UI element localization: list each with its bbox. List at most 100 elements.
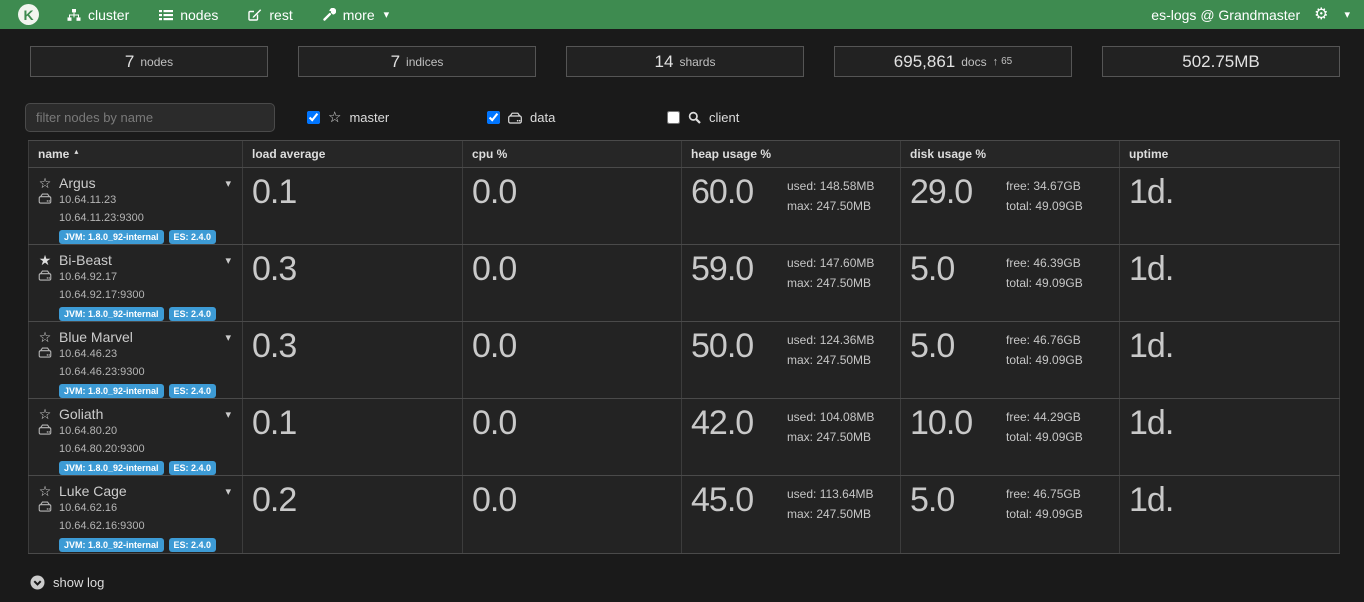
node-name[interactable]: Bi-Beast (59, 252, 112, 268)
disk-cell: 5.0 free: 46.39GB total: 49.09GB (901, 245, 1120, 321)
master-star-icon: ★ (38, 252, 52, 268)
node-name[interactable]: Luke Cage (59, 483, 127, 499)
settings-caret-icon[interactable]: ▾ (1344, 9, 1350, 21)
cpu-value: 0.0 (472, 250, 517, 288)
stat-docs: 695,861 docs ↑ 65 (834, 46, 1072, 77)
column-header-name[interactable]: name ▴ (28, 141, 243, 167)
uptime-value: 1d. (1129, 173, 1174, 211)
gear-icon[interactable]: ⚙ (1314, 5, 1329, 23)
heap-used: used: 124.36MB (787, 333, 875, 347)
client-label: client (709, 110, 740, 125)
load-value: 0.3 (252, 250, 297, 288)
node-filter-input[interactable] (25, 103, 275, 132)
load-cell: 0.3 (243, 322, 463, 398)
es-version-badge: ES: 2.4.0 (168, 230, 217, 244)
column-header-uptime[interactable]: uptime (1120, 141, 1340, 167)
navbar: K cluster nodes rest more ▾ (0, 0, 1364, 29)
node-menu-caret-icon[interactable]: ▾ (225, 408, 231, 421)
brand-letter: K (23, 6, 34, 23)
master-star-icon: ☆ (38, 329, 52, 345)
stat-indices: 7 indices (298, 46, 536, 77)
node-menu-caret-icon[interactable]: ▾ (225, 331, 231, 344)
client-checkbox[interactable] (667, 111, 680, 124)
header-heap-label: heap usage % (691, 147, 772, 161)
stat-indices-label: indices (406, 54, 444, 69)
table-row-blue-marvel: ☆ Blue Marvel ▾ 10.64.46.23 10.64.46.23:… (28, 322, 1340, 399)
stat-docs-value: 695,861 (893, 51, 956, 71)
hdd-icon (38, 501, 52, 515)
node-transport-address: 10.64.80.20:9300 (59, 443, 145, 455)
column-header-disk[interactable]: disk usage % (901, 141, 1120, 167)
node-name[interactable]: Goliath (59, 406, 104, 422)
disk-free: free: 44.29GB (1006, 410, 1081, 424)
table-row-argus: ☆ Argus ▾ 10.64.11.23 10.64.11.23:9300 J… (28, 168, 1340, 245)
disk-free: free: 46.39GB (1006, 256, 1081, 270)
heap-used: used: 147.60MB (787, 256, 875, 270)
node-menu-caret-icon[interactable]: ▾ (225, 177, 231, 190)
node-name[interactable]: Argus (59, 175, 96, 191)
filter-data[interactable]: data (487, 110, 597, 125)
disk-total: total: 49.09GB (1006, 199, 1083, 213)
show-log-toggle[interactable]: show log (30, 575, 104, 590)
data-checkbox[interactable] (487, 111, 500, 124)
stat-shards-value: 14 (654, 51, 674, 71)
node-transport-address: 10.64.92.17:9300 (59, 289, 145, 301)
disk-free: free: 46.76GB (1006, 333, 1081, 347)
node-ip: 10.64.92.17 (59, 271, 118, 283)
table-row-bi-beast: ★ Bi-Beast ▾ 10.64.92.17 10.64.92.17:930… (28, 245, 1340, 322)
name-cell: ☆ Luke Cage ▾ 10.64.62.16 10.64.62.16:93… (28, 476, 243, 553)
nav-item-nodes[interactable]: nodes (159, 7, 218, 23)
jvm-version-badge: JVM: 1.8.0_92-internal (59, 538, 164, 552)
stat-docs-delta: 65 (1001, 56, 1013, 67)
nav-item-more[interactable]: more ▾ (323, 7, 389, 23)
uptime-cell: 1d. (1120, 322, 1340, 398)
es-version-badge: ES: 2.4.0 (168, 538, 217, 552)
table-row-goliath: ☆ Goliath ▾ 10.64.80.20 10.64.80.20:9300… (28, 399, 1340, 476)
heap-percent: 42.0 (691, 404, 754, 442)
node-ip: 10.64.46.23 (59, 348, 118, 360)
node-ip: 10.64.11.23 (59, 194, 117, 206)
master-checkbox[interactable] (307, 111, 320, 124)
cpu-value: 0.0 (472, 173, 517, 211)
name-cell: ☆ Goliath ▾ 10.64.80.20 10.64.80.20:9300… (28, 399, 243, 475)
disk-percent: 29.0 (910, 173, 973, 211)
column-header-heap[interactable]: heap usage % (682, 141, 901, 167)
hdd-icon (508, 112, 522, 124)
filter-client[interactable]: client (667, 110, 777, 125)
uptime-value: 1d. (1129, 481, 1174, 519)
heap-percent: 45.0 (691, 481, 754, 519)
nav-item-rest[interactable]: rest (248, 7, 293, 23)
node-menu-caret-icon[interactable]: ▾ (225, 485, 231, 498)
kopf-logo-icon[interactable]: K (18, 4, 39, 25)
heap-max: max: 247.50MB (787, 507, 872, 521)
heap-percent: 50.0 (691, 327, 754, 365)
es-version-badge: ES: 2.4.0 (168, 461, 217, 475)
uptime-cell: 1d. (1120, 168, 1340, 244)
heap-cell: 60.0 used: 148.58MB max: 247.50MB (682, 168, 901, 244)
heap-percent: 60.0 (691, 173, 754, 211)
list-icon (159, 9, 174, 21)
load-value: 0.2 (252, 481, 297, 519)
star-icon: ☆ (328, 109, 342, 126)
node-ip: 10.64.80.20 (59, 425, 118, 437)
header-name-label: name (38, 147, 70, 161)
nav-item-cluster[interactable]: cluster (67, 7, 129, 23)
load-value: 0.1 (252, 404, 297, 442)
node-name[interactable]: Blue Marvel (59, 329, 133, 345)
cpu-value: 0.0 (472, 327, 517, 365)
load-cell: 0.3 (243, 245, 463, 321)
master-label: master (349, 110, 390, 125)
column-header-load[interactable]: load average (243, 141, 463, 167)
es-version-badge: ES: 2.4.0 (168, 307, 217, 321)
filter-master[interactable]: ☆ master (307, 110, 417, 125)
arrow-up-icon: ↑ (992, 55, 999, 68)
uptime-value: 1d. (1129, 250, 1174, 288)
nav-label-cluster: cluster (88, 6, 130, 23)
column-header-cpu[interactable]: cpu % (463, 141, 682, 167)
master-star-icon: ☆ (38, 483, 52, 499)
node-menu-caret-icon[interactable]: ▾ (225, 254, 231, 267)
hdd-icon (38, 347, 52, 361)
name-cell: ☆ Argus ▾ 10.64.11.23 10.64.11.23:9300 J… (28, 168, 243, 244)
cpu-cell: 0.0 (463, 322, 682, 398)
chevron-down-circle-icon (30, 575, 45, 590)
